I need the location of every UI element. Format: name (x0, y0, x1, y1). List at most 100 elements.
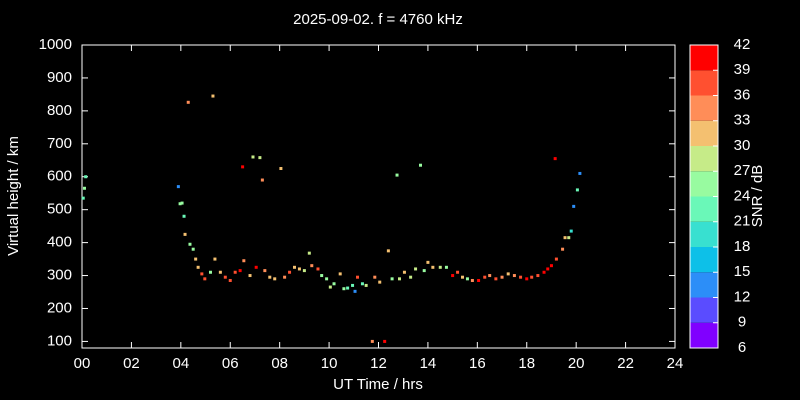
data-point (203, 277, 207, 281)
y-axis-label: Virtual height / km (5, 136, 22, 256)
data-point (519, 275, 523, 279)
chart-title: 2025-09-02. f = 4760 kHz (293, 11, 463, 28)
x-tick-label: 10 (321, 355, 338, 372)
data-point (178, 202, 182, 206)
data-point (561, 247, 565, 251)
data-point (258, 156, 262, 160)
data-point (328, 285, 332, 289)
data-point (273, 277, 277, 281)
data-point (398, 277, 402, 281)
colorbar-tick-label: 36 (734, 86, 751, 103)
data-point (465, 277, 469, 281)
data-point (223, 275, 227, 279)
y-tick-label: 800 (47, 102, 72, 119)
colorbar-band (690, 120, 718, 146)
data-point (81, 196, 85, 200)
colorbar-tick-label: 27 (734, 162, 751, 179)
colorbar-band (690, 322, 718, 348)
data-point (254, 265, 258, 269)
data-point (500, 275, 504, 279)
x-tick-label: 20 (568, 355, 585, 372)
data-point (542, 270, 546, 274)
data-point (279, 167, 283, 171)
data-point (530, 275, 534, 279)
data-point (355, 275, 359, 279)
data-point (191, 247, 195, 251)
data-point (494, 277, 498, 281)
data-point (213, 257, 217, 261)
data-point (320, 274, 324, 278)
data-point (283, 275, 287, 279)
x-tick-label: 22 (617, 355, 634, 372)
data-point (569, 229, 573, 233)
data-point (438, 265, 442, 269)
data-point (251, 155, 255, 159)
data-point (248, 274, 252, 278)
plot-frame (81, 44, 676, 349)
data-point (456, 270, 460, 274)
y-tick-label: 600 (47, 168, 72, 185)
data-point (536, 274, 540, 278)
colorbar-tick-label: 21 (734, 213, 751, 230)
data-point (292, 265, 296, 269)
colorbar-tick-label: 39 (734, 61, 751, 78)
x-tick-label: 18 (518, 355, 535, 372)
data-point (82, 186, 86, 190)
data-point (386, 249, 390, 253)
data-point (402, 270, 406, 274)
data-point (554, 257, 558, 261)
colorbar-tick-label: 18 (734, 238, 751, 255)
data-point (263, 269, 267, 273)
data-point (180, 201, 184, 205)
data-point (360, 282, 364, 286)
data-point (211, 94, 215, 98)
y-tick-label: 400 (47, 234, 72, 251)
colorbar-band (690, 171, 718, 197)
data-point (567, 236, 571, 240)
x-tick-label: 12 (370, 355, 387, 372)
data-point (208, 270, 212, 274)
y-tick-label: 900 (47, 69, 72, 86)
data-point (302, 269, 306, 273)
data-point (260, 178, 264, 182)
colorbar-band (690, 146, 718, 172)
colorbar-tick-label: 9 (738, 314, 746, 331)
data-point (310, 264, 314, 268)
data-point (332, 282, 336, 286)
y-tick-label: 100 (47, 332, 72, 349)
x-axis-label: UT Time / hrs (333, 376, 423, 393)
colorbar-tick-label: 24 (734, 187, 751, 204)
data-point (196, 265, 200, 269)
data-point (186, 100, 190, 104)
colorbar-band (690, 272, 718, 298)
colorbar-tick-label: 30 (734, 137, 751, 154)
data-point (268, 275, 272, 279)
colorbar-tick-label: 6 (738, 339, 746, 356)
data-point (431, 265, 435, 269)
data-point (353, 289, 357, 293)
data-point (346, 286, 350, 290)
x-tick-label: 06 (222, 355, 239, 372)
x-tick-label: 00 (74, 355, 91, 372)
data-point (451, 274, 455, 278)
data-point (364, 283, 368, 287)
data-point (307, 251, 311, 255)
colorbar-band (690, 247, 718, 273)
data-point (351, 283, 355, 287)
colorbar-band (690, 95, 718, 121)
colorbar-band (690, 70, 718, 96)
y-tick-label: 200 (47, 299, 72, 316)
data-point (238, 269, 242, 273)
x-tick-label: 24 (667, 355, 684, 372)
data-point (84, 175, 88, 179)
colorbar-label: SNR / dB (749, 165, 766, 228)
y-tick-label: 1000 (39, 36, 72, 53)
data-point (414, 267, 418, 271)
y-tick-label: 700 (47, 135, 72, 152)
data-point (572, 204, 576, 208)
data-point (395, 173, 399, 177)
data-point (233, 270, 237, 274)
x-tick-label: 04 (172, 355, 189, 372)
data-point (183, 232, 187, 236)
